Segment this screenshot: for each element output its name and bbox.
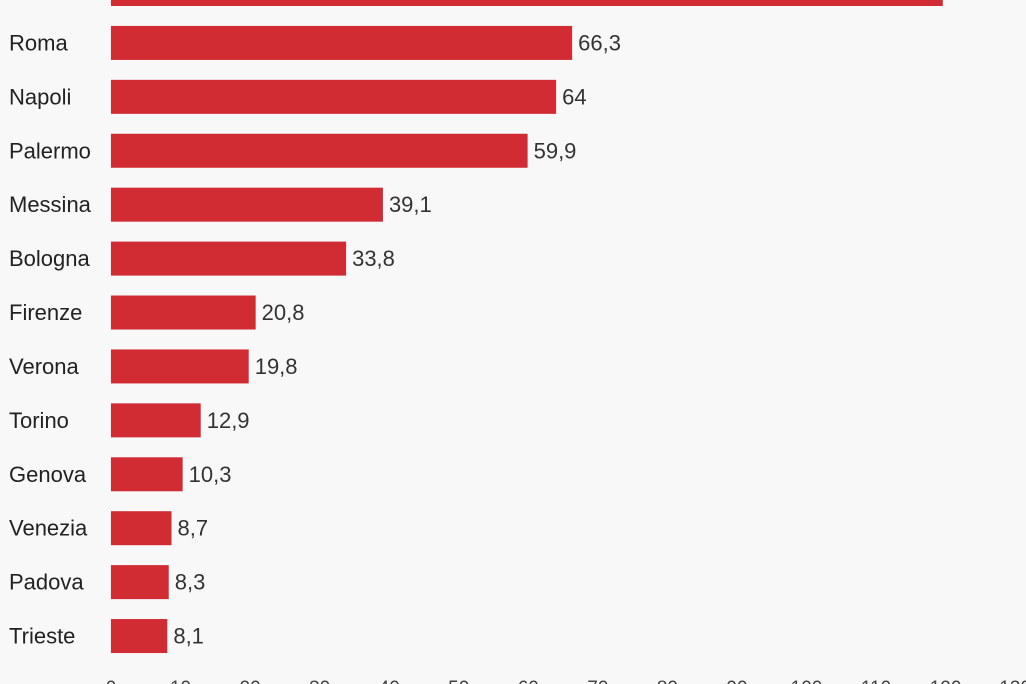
x-tick-label: 30 xyxy=(309,678,330,684)
x-tick-label: 100 xyxy=(791,678,823,684)
x-tick-label: 20 xyxy=(240,678,261,684)
value-label: 10,3 xyxy=(189,462,232,487)
bar-palermo xyxy=(111,133,528,168)
category-label: Napoli xyxy=(9,84,71,109)
value-label: 12,9 xyxy=(207,408,250,433)
x-tick-label: 40 xyxy=(379,678,400,684)
x-tick-label: 90 xyxy=(726,678,747,684)
category-label: Bologna xyxy=(9,246,91,271)
bar-bologna xyxy=(111,241,347,276)
value-label: 8,7 xyxy=(178,516,209,541)
category-label: Trieste xyxy=(9,624,75,649)
bar-napoli xyxy=(111,79,557,114)
bar-verona xyxy=(111,349,249,384)
bar-torino xyxy=(111,403,201,438)
bar-venezia xyxy=(111,511,172,546)
x-tick-label: 50 xyxy=(448,678,469,684)
category-label: Venezia xyxy=(9,516,88,541)
value-label: 39,1 xyxy=(389,192,432,217)
category-label: Palermo xyxy=(9,138,91,163)
bar-padova xyxy=(111,565,169,600)
x-tick-label: 130 xyxy=(999,678,1026,684)
x-tick-label: 60 xyxy=(518,678,539,684)
value-label: 8,3 xyxy=(175,570,206,595)
value-label: 19,8 xyxy=(255,354,298,379)
x-axis-ticks-group: 0 10 20 30 40 50 60 70 80 90 100 110 120 130 xyxy=(106,678,1026,684)
bar-messina xyxy=(111,187,383,222)
value-label: 33,8 xyxy=(352,246,395,271)
category-label: Padova xyxy=(9,570,84,595)
x-tick-label: 80 xyxy=(657,678,678,684)
bar-firenze xyxy=(111,295,256,330)
bar-trieste xyxy=(111,619,168,654)
bars-group xyxy=(111,0,943,654)
value-label: 8,1 xyxy=(173,624,204,649)
x-tick-label: 110 xyxy=(861,678,891,684)
x-tick-label: 10 xyxy=(170,678,191,684)
x-tick-label: 0 xyxy=(106,678,117,684)
x-tick-label: 120 xyxy=(930,678,962,684)
value-label: 59,9 xyxy=(534,138,577,163)
category-label: Verona xyxy=(9,354,79,379)
value-labels-group: 66,3 64 59,9 39,1 33,8 20,8 19,8 12,9 10,3 8,7 8,3… xyxy=(173,30,621,648)
category-label: Messina xyxy=(9,192,92,217)
category-label: Torino xyxy=(9,408,69,433)
category-labels-group: Roma Napoli Palermo Messina Bologna Firenze Ve… xyxy=(9,30,92,648)
category-label: Roma xyxy=(9,30,68,55)
value-label: 66,3 xyxy=(578,30,621,55)
bar-roma xyxy=(111,25,573,60)
value-label: 64 xyxy=(562,84,586,109)
bar-genova xyxy=(111,457,183,492)
category-label: Firenze xyxy=(9,300,82,325)
category-label: Genova xyxy=(9,462,87,487)
value-label: 20,8 xyxy=(262,300,305,325)
bar-top xyxy=(111,0,943,6)
x-tick-label: 70 xyxy=(587,678,608,684)
